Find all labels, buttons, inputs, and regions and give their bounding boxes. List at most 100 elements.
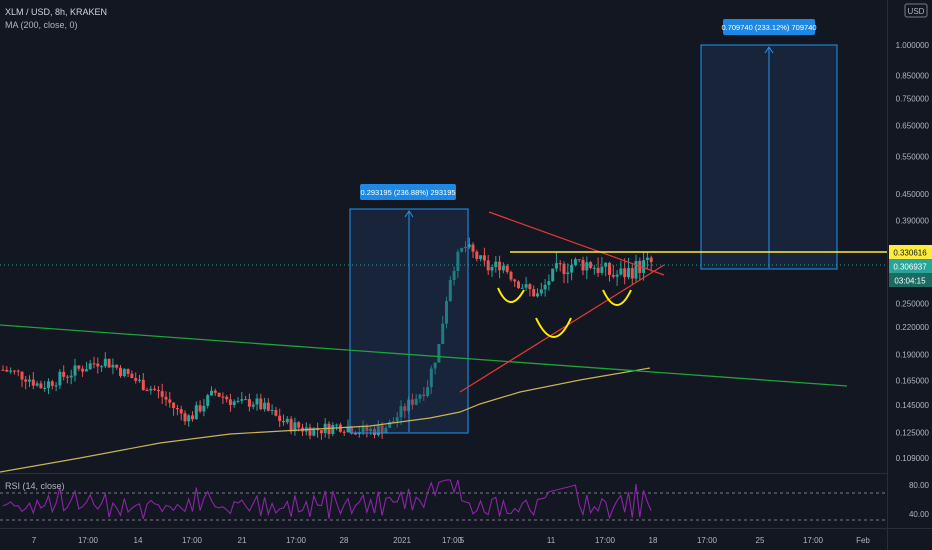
candle-body (554, 263, 558, 269)
candle-body (62, 371, 66, 377)
candle-body (289, 418, 293, 432)
candle-body (58, 371, 62, 386)
candle-body (475, 251, 479, 259)
candle-body (81, 368, 85, 372)
y-tick-label: 0.390000 (896, 217, 930, 226)
candle-body (342, 431, 346, 433)
candle-body (263, 402, 267, 410)
candle-body (645, 257, 649, 260)
candle-body (627, 268, 630, 278)
candle-body (213, 390, 217, 393)
candle-body (528, 284, 532, 290)
candle-body (179, 409, 183, 414)
x-tick-label: 18 (649, 536, 658, 545)
candle-body (441, 323, 445, 344)
y-tick-label: 0.850000 (896, 71, 930, 80)
candle-body (456, 251, 460, 271)
candle-body (649, 257, 653, 262)
x-tick-label: 17:00 (182, 536, 203, 545)
candle-body (153, 388, 157, 390)
rsi-tick-label: 40.00 (909, 510, 930, 519)
x-tick-label: 5 (460, 536, 465, 545)
candle-body (448, 280, 452, 302)
candle-body (558, 263, 562, 265)
candle-body (50, 381, 54, 386)
candle-body (100, 366, 104, 368)
candle-body (369, 428, 373, 432)
candle-body (524, 284, 528, 288)
y-tick-label: 0.109000 (896, 454, 930, 463)
x-tick-label: 17:00 (78, 536, 99, 545)
candle-body (414, 398, 418, 405)
candle-body (28, 379, 31, 382)
candle-body (429, 368, 433, 388)
candle-body (365, 425, 369, 432)
candle-body (388, 422, 392, 428)
candle-body (600, 266, 604, 273)
candle-body (217, 392, 221, 397)
ma-indicator-label[interactable]: MA (200, close, 0) (5, 20, 78, 30)
candle-body (1, 369, 5, 371)
candle-body (187, 415, 191, 422)
candle-body (479, 255, 483, 259)
x-tick-label: Feb (856, 536, 870, 545)
candle-body (111, 364, 115, 368)
candle-body (505, 265, 509, 272)
y-tick-label: 0.165000 (896, 377, 930, 386)
candle-body (312, 427, 316, 436)
candle-body (596, 267, 600, 273)
candle-body (12, 370, 16, 372)
candle-body (335, 424, 339, 426)
y-axis[interactable]: 1.000000 0.850000 0.750000 0.650000 0.550000… (896, 41, 930, 463)
candle-body (471, 244, 475, 252)
candle-body (160, 391, 164, 397)
candle-body (354, 433, 357, 435)
candle-body (482, 255, 486, 261)
triangle-upper-line[interactable] (488, 211, 665, 276)
candle-body (259, 398, 263, 410)
candle-body (88, 363, 92, 370)
x-tick-label: 17:00 (442, 536, 463, 545)
candle-body (619, 268, 623, 275)
candle-body (16, 370, 20, 372)
rsi-indicator-label[interactable]: RSI (14, close) (5, 481, 65, 491)
candle-body (490, 267, 494, 271)
symbol-title[interactable]: XLM / USD, 8h, KRAKEN (5, 7, 107, 17)
candle-body (39, 383, 43, 389)
candle-body (604, 262, 608, 267)
x-tick-label: 28 (340, 536, 349, 545)
candle-body (282, 421, 285, 423)
candle-body (232, 401, 236, 405)
candle-body (221, 396, 225, 398)
candle-body (437, 344, 441, 363)
candle-body (464, 247, 467, 248)
x-tick-label: 7 (32, 536, 37, 545)
candle-body (31, 379, 35, 386)
candle-body (175, 408, 179, 410)
candle-body (183, 413, 187, 422)
y-tick-label: 0.750000 (896, 95, 930, 104)
x-axis[interactable]: 7 17:00 14 17:00 21 17:00 28 2021 17:005 11 17:00 1… (32, 536, 871, 545)
currency-label[interactable]: USD (908, 7, 925, 16)
candle-body (570, 264, 574, 273)
triangle-lower-line[interactable] (459, 264, 665, 393)
candle-body (585, 262, 589, 271)
green-trendline[interactable] (0, 324, 848, 387)
candle-body (96, 363, 100, 367)
resistance-price-badge: 0.330616 (893, 249, 927, 258)
candle-body (172, 402, 176, 408)
x-tick-label: 21 (238, 536, 247, 545)
candle-body (452, 271, 456, 280)
y-tick-label: 0.450000 (896, 190, 930, 199)
y-tick-label: 0.250000 (896, 299, 930, 308)
candle-body (77, 365, 81, 369)
candle-body (611, 275, 615, 277)
candle-body (270, 410, 274, 411)
candle-body (202, 405, 206, 412)
candle-body (520, 287, 524, 289)
candle-body (642, 260, 646, 273)
candle-body (410, 399, 414, 405)
y-tick-label: 0.125000 (896, 429, 930, 438)
